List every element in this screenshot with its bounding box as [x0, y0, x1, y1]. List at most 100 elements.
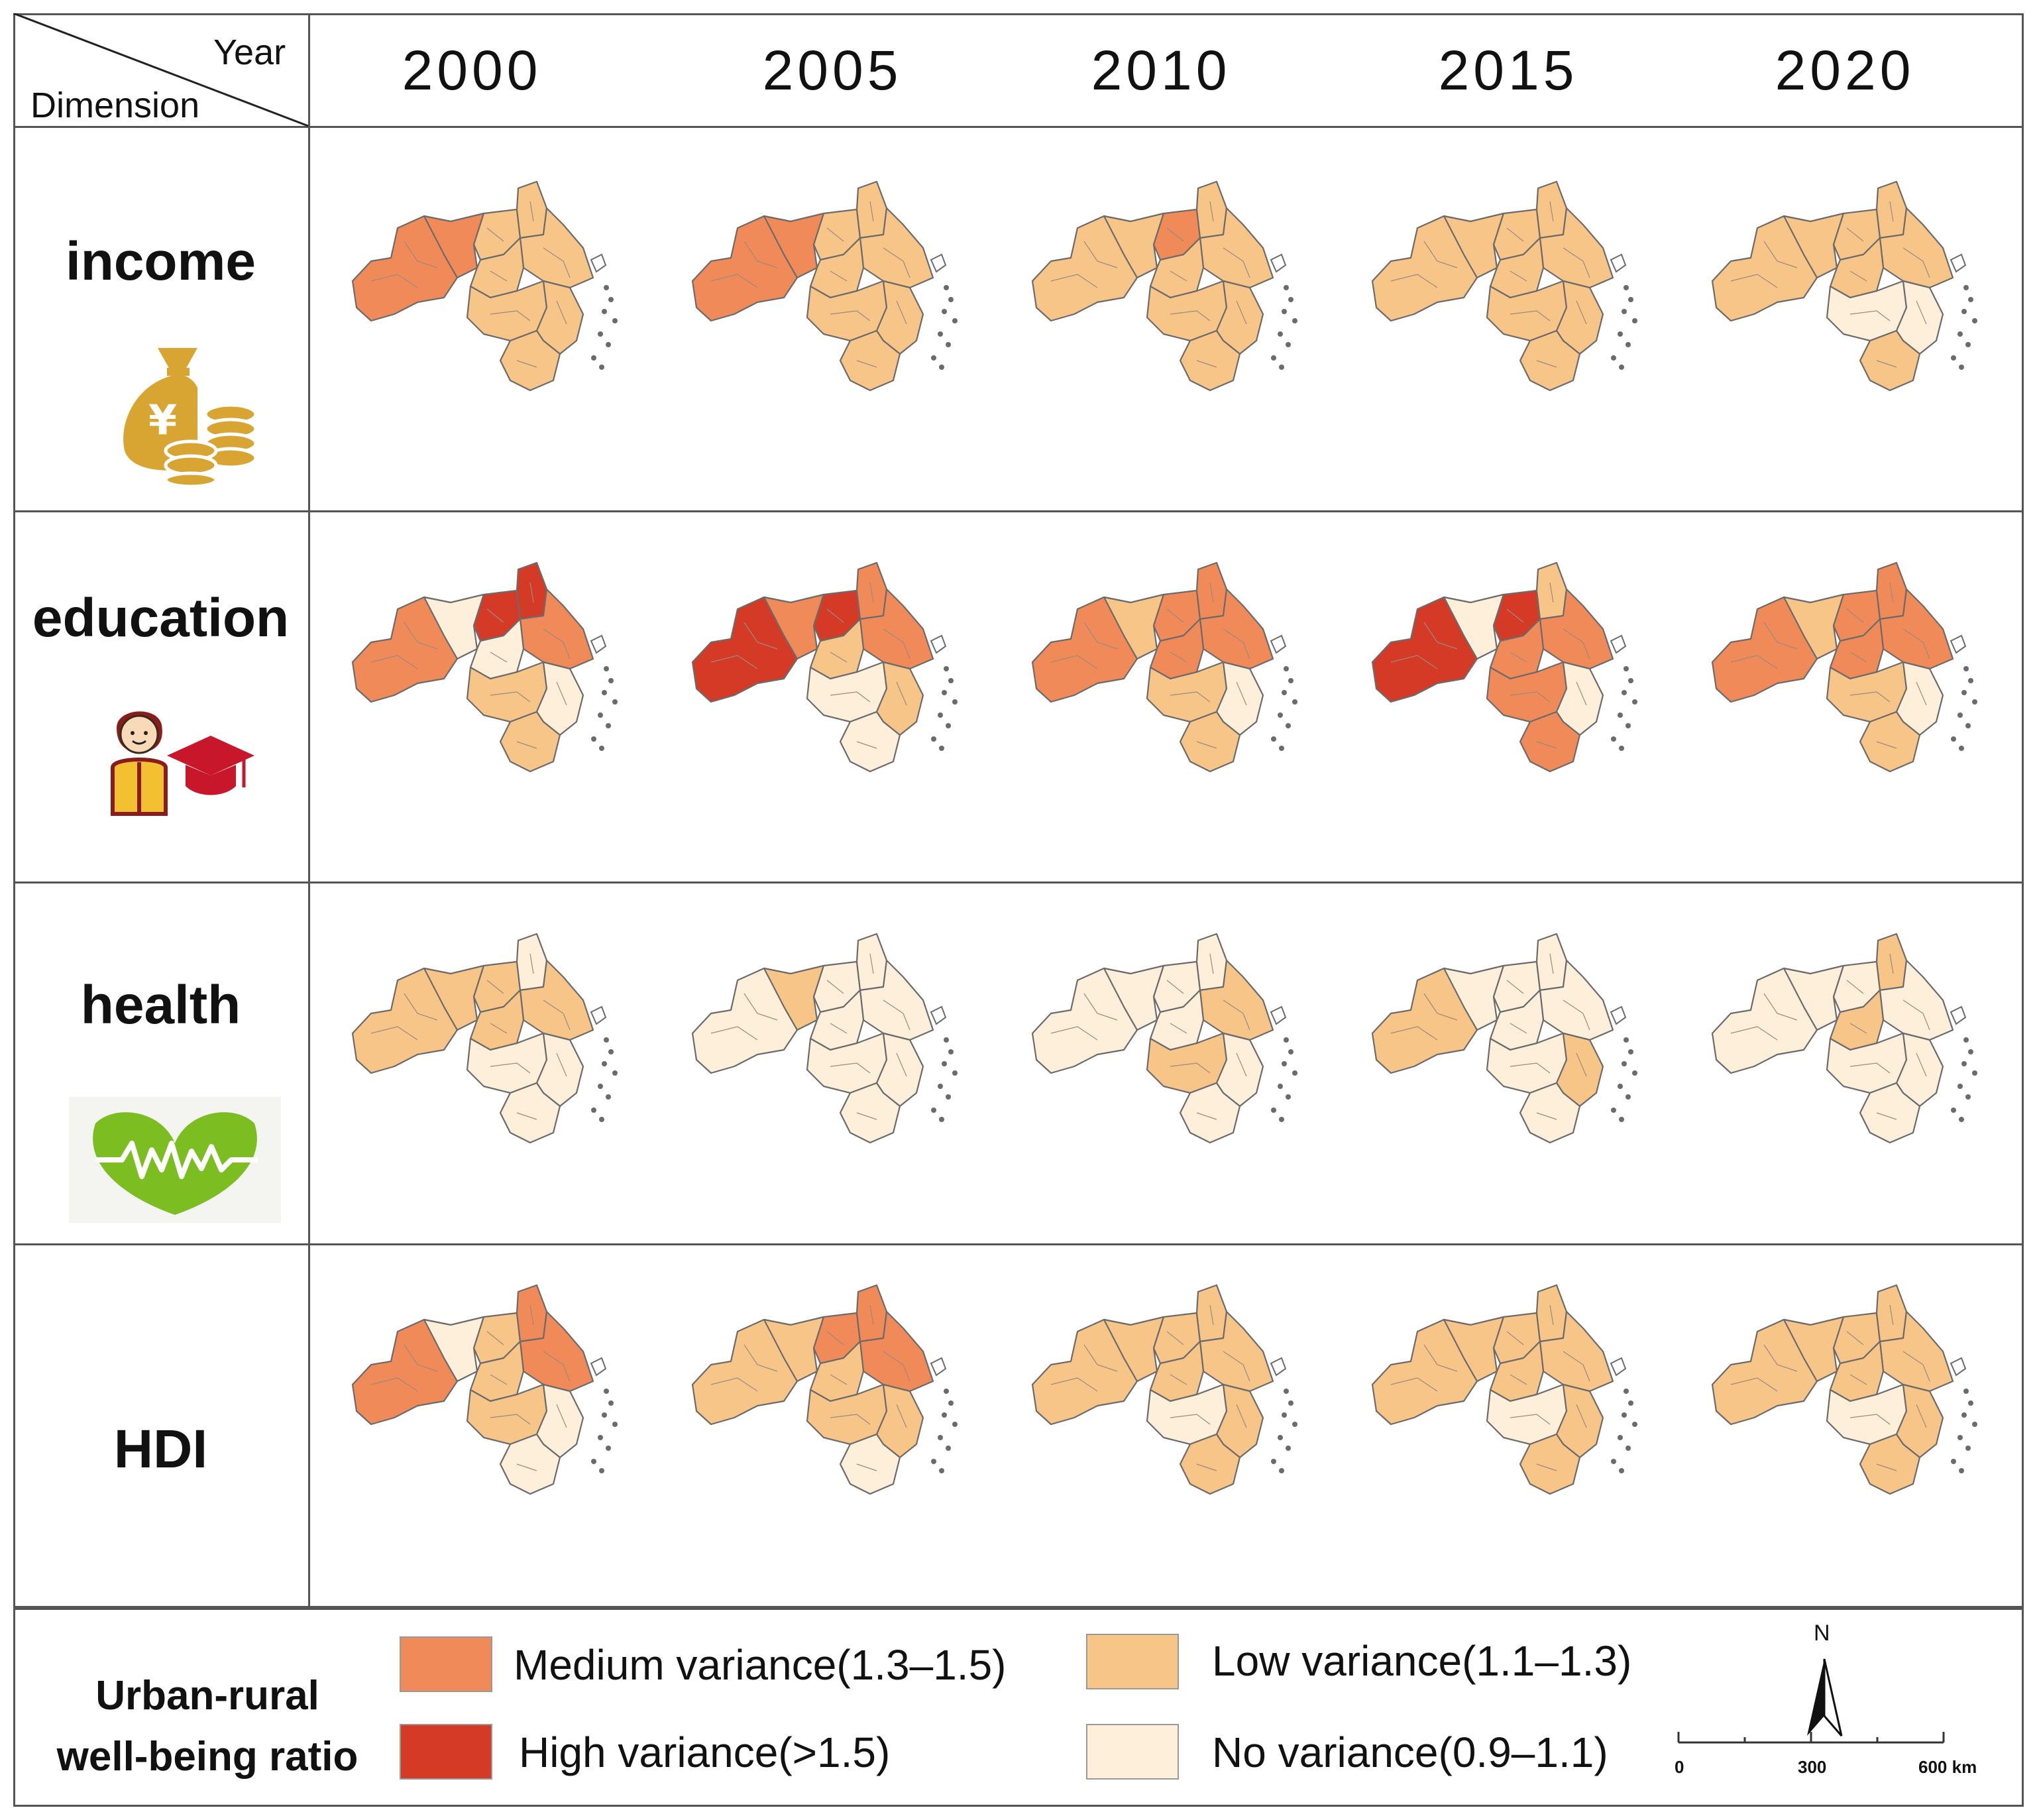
- region-2: [1443, 593, 1505, 660]
- island-mark: [938, 331, 943, 337]
- county-boundary: [1536, 1112, 1557, 1120]
- region-9: [499, 1433, 561, 1495]
- dimension-label-health: health: [80, 975, 241, 1035]
- island-mark: [591, 1459, 596, 1464]
- county-boundary: [1170, 270, 1187, 282]
- island-mark: [1286, 342, 1291, 347]
- island-mark: [608, 297, 614, 302]
- island-mark: [1628, 1049, 1633, 1054]
- province-map: [1031, 1284, 1297, 1495]
- island-mark: [1968, 297, 1973, 302]
- county-boundary: [830, 310, 871, 321]
- island-mark: [1622, 1061, 1627, 1066]
- island-mark: [604, 1037, 609, 1043]
- island-mark: [1288, 1400, 1294, 1406]
- legend-title-line: well-being ratio: [56, 1734, 358, 1780]
- county-boundary: [404, 993, 438, 1021]
- county-boundary: [490, 1062, 531, 1074]
- island-mark: [1611, 736, 1616, 742]
- shanghai-region: [1270, 1005, 1287, 1025]
- county-boundary: [529, 201, 534, 222]
- island-mark: [1957, 331, 1963, 337]
- county-boundary: [1763, 1344, 1798, 1372]
- island-mark: [1625, 342, 1631, 347]
- shanghai-region: [1610, 1357, 1627, 1377]
- county-boundary: [1549, 953, 1554, 974]
- region-2: [423, 212, 485, 279]
- table-frame: [13, 13, 2024, 1608]
- island-mark: [938, 1084, 943, 1089]
- island-mark: [1963, 285, 1969, 290]
- island-mark: [1961, 309, 1967, 314]
- island-mark: [606, 1446, 611, 1451]
- county-boundary: [1730, 1377, 1778, 1392]
- shanghai-region: [590, 1005, 607, 1025]
- island-mark: [939, 746, 944, 751]
- county-boundary: [710, 1377, 758, 1392]
- county-boundary: [370, 1026, 418, 1041]
- province-map: [1711, 561, 1977, 773]
- county-boundary: [1889, 201, 1894, 222]
- island-mark: [1951, 736, 1956, 742]
- county-boundary: [1916, 681, 1927, 706]
- scale-tick-label: 600 km: [1918, 1757, 1977, 1777]
- island-mark: [1278, 1435, 1283, 1440]
- province-map: [1031, 180, 1297, 392]
- island-mark: [1961, 690, 1967, 695]
- county-boundary: [516, 1112, 537, 1120]
- county-boundary: [490, 1414, 531, 1425]
- island-mark: [1632, 318, 1637, 323]
- county-boundary: [1576, 300, 1587, 325]
- province-map: [1031, 561, 1297, 773]
- island-mark: [1963, 1389, 1969, 1394]
- island-mark: [1972, 1422, 1977, 1427]
- county-boundary: [1849, 1023, 1867, 1034]
- island-mark: [946, 1094, 951, 1100]
- island-mark: [1624, 1389, 1629, 1394]
- island-mark: [604, 666, 609, 671]
- shanghai-region: [1950, 1005, 1967, 1025]
- money-bag-coins-icon: ¥: [123, 348, 258, 487]
- island-mark: [1279, 365, 1284, 370]
- island-mark: [1288, 1049, 1294, 1054]
- province-map: [1711, 933, 1977, 1144]
- county-boundary: [1889, 1304, 1894, 1326]
- shanghai-region: [1950, 253, 1967, 273]
- island-mark: [952, 318, 958, 323]
- county-boundary: [1876, 360, 1897, 368]
- county-boundary: [1849, 691, 1891, 703]
- map-cell: [1691, 547, 2003, 799]
- county-boundary: [1510, 1374, 1527, 1385]
- island-mark: [1611, 1459, 1616, 1464]
- island-mark: [931, 736, 936, 742]
- region-9: [499, 329, 561, 392]
- region-9: [1179, 329, 1241, 392]
- row-divider: [13, 510, 2024, 512]
- dimension-label-income: income: [65, 231, 256, 292]
- island-mark: [1972, 318, 1977, 323]
- province-map: [691, 1284, 958, 1495]
- island-mark: [1957, 1084, 1963, 1089]
- county-boundary: [1390, 655, 1438, 669]
- island-mark: [1279, 746, 1284, 751]
- county-boundary: [883, 1351, 910, 1382]
- island-mark: [1282, 309, 1287, 314]
- province-map: [1371, 561, 1637, 773]
- region-2: [1443, 212, 1505, 279]
- region-2: [763, 593, 825, 660]
- map-cell: [671, 547, 983, 799]
- island-mark: [1957, 712, 1963, 718]
- county-boundary: [1846, 1331, 1864, 1345]
- island-mark: [1284, 1389, 1289, 1394]
- province-map: [1371, 180, 1637, 392]
- island-mark: [1959, 746, 1964, 751]
- county-boundary: [1083, 622, 1118, 650]
- county-boundary: [1050, 1377, 1098, 1392]
- region-2: [1783, 964, 1845, 1031]
- county-boundary: [490, 1374, 508, 1385]
- county-boundary: [1423, 622, 1458, 650]
- county-boundary: [826, 608, 844, 623]
- region-9: [1519, 711, 1581, 773]
- island-mark: [1286, 1094, 1291, 1100]
- island-mark: [948, 1400, 954, 1406]
